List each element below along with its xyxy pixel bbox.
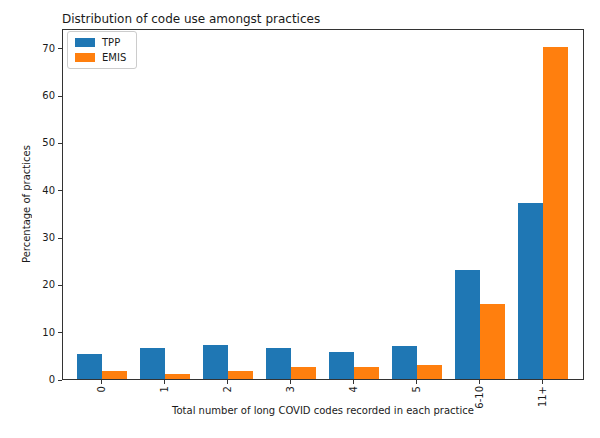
y-tick-label: 20 [0, 279, 55, 291]
x-tick-mark [164, 380, 165, 384]
y-tick-label: 50 [0, 137, 55, 149]
y-tick-label: 70 [0, 43, 55, 55]
y-tick-label: 30 [0, 232, 55, 244]
x-axis-label: Total number of long COVID codes recorde… [62, 405, 584, 416]
y-tick-label: 10 [0, 327, 55, 339]
x-tick-mark [416, 380, 417, 384]
legend-item-tpp: TPP [75, 37, 126, 48]
x-tick-label: 4 [348, 386, 359, 392]
x-tick-mark [101, 380, 102, 384]
y-tick-label: 40 [0, 185, 55, 197]
legend-item-emis: EMIS [75, 52, 126, 63]
legend-label: EMIS [102, 52, 126, 63]
y-tick-label: 0 [0, 374, 55, 386]
x-tick-label: 0 [96, 386, 107, 392]
legend: TPP EMIS [67, 31, 137, 69]
x-tick-mark [227, 380, 228, 384]
plot-area [62, 29, 584, 380]
x-tick-label: 11+ [537, 386, 548, 407]
x-tick-label: 3 [285, 386, 296, 392]
chart-figure: Distribution of code use amongst practic… [0, 0, 600, 438]
x-tick-mark [353, 380, 354, 384]
legend-swatch-tpp-icon [75, 38, 95, 47]
legend-swatch-emis-icon [75, 53, 95, 62]
x-tick-label: 2 [222, 386, 233, 392]
chart-title: Distribution of code use amongst practic… [62, 12, 320, 26]
x-tick-mark [479, 380, 480, 384]
x-tick-label: 6-10 [474, 386, 485, 409]
x-tick-label: 1 [159, 386, 170, 392]
legend-label: TPP [102, 37, 120, 48]
x-tick-mark [542, 380, 543, 384]
x-tick-mark [290, 380, 291, 384]
y-tick-label: 60 [0, 90, 55, 102]
x-tick-label: 5 [411, 386, 422, 392]
